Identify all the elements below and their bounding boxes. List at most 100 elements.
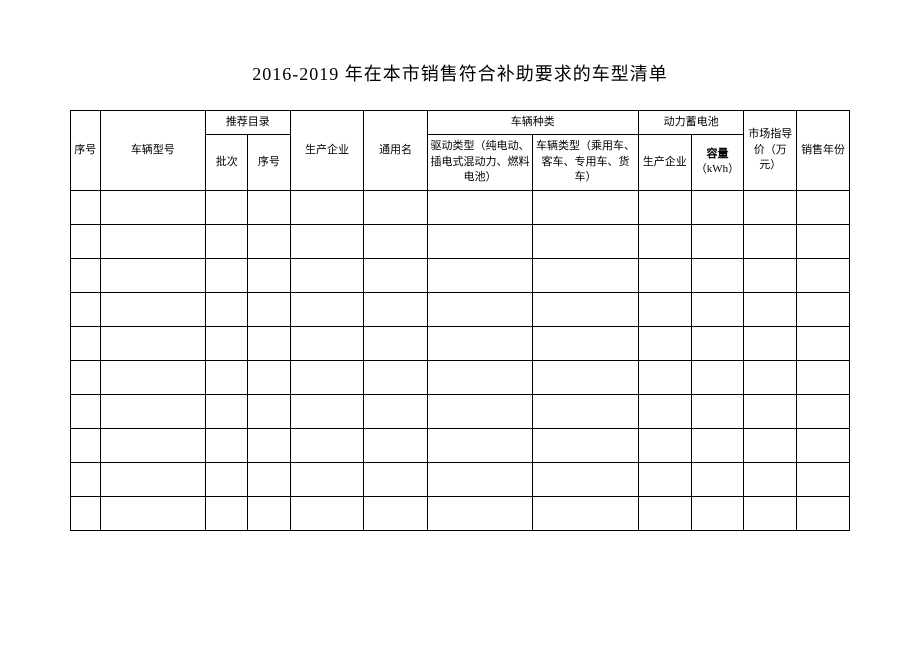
table-cell — [71, 394, 101, 428]
table-cell — [533, 496, 639, 530]
table-cell — [691, 496, 744, 530]
header-vehicle-kind-group: 车辆种类 — [427, 111, 638, 135]
table-cell — [744, 428, 797, 462]
table-cell — [533, 326, 639, 360]
header-model: 车辆型号 — [100, 111, 206, 191]
table-cell — [533, 462, 639, 496]
header-order: 序号 — [248, 135, 290, 190]
table-cell — [797, 190, 850, 224]
table-cell — [797, 428, 850, 462]
header-capacity-unit: （kWh） — [696, 163, 739, 175]
table-cell — [290, 360, 364, 394]
table-cell — [248, 224, 290, 258]
table-cell — [100, 462, 206, 496]
table-cell — [533, 258, 639, 292]
table-cell — [290, 462, 364, 496]
table-cell — [638, 224, 691, 258]
table-cell — [206, 360, 248, 394]
table-cell — [248, 360, 290, 394]
table-cell — [638, 360, 691, 394]
table-cell — [206, 190, 248, 224]
table-cell — [100, 258, 206, 292]
table-cell — [744, 292, 797, 326]
table-cell — [100, 428, 206, 462]
header-drive-type: 驱动类型（纯电动、插电式混动力、燃料电池） — [427, 135, 533, 190]
table-cell — [290, 224, 364, 258]
table-cell — [744, 190, 797, 224]
table-cell — [638, 326, 691, 360]
table-row — [71, 292, 850, 326]
table-cell — [427, 462, 533, 496]
table-cell — [744, 224, 797, 258]
table-cell — [364, 190, 427, 224]
table-cell — [248, 496, 290, 530]
table-cell — [797, 462, 850, 496]
table-cell — [691, 258, 744, 292]
table-cell — [248, 394, 290, 428]
table-cell — [691, 360, 744, 394]
table-cell — [691, 326, 744, 360]
table-cell — [533, 428, 639, 462]
table-cell — [533, 292, 639, 326]
table-cell — [427, 292, 533, 326]
table-row — [71, 326, 850, 360]
table-cell — [533, 190, 639, 224]
table-cell — [290, 428, 364, 462]
table-row — [71, 428, 850, 462]
table-row — [71, 258, 850, 292]
table-cell — [248, 190, 290, 224]
table-cell — [691, 224, 744, 258]
table-cell — [364, 292, 427, 326]
table-cell — [691, 292, 744, 326]
header-vehicle-type: 车辆类型（乘用车、客车、专用车、货车） — [533, 135, 639, 190]
table-cell — [248, 258, 290, 292]
header-capacity-label: 容量 — [706, 148, 728, 160]
table-cell — [691, 190, 744, 224]
table-cell — [71, 292, 101, 326]
table-cell — [427, 258, 533, 292]
table-cell — [797, 224, 850, 258]
table-cell — [206, 292, 248, 326]
table-cell — [71, 496, 101, 530]
table-cell — [206, 224, 248, 258]
header-seq: 序号 — [71, 111, 101, 191]
table-cell — [797, 394, 850, 428]
table-cell — [206, 428, 248, 462]
table-cell — [427, 428, 533, 462]
table-cell — [100, 496, 206, 530]
table-cell — [248, 428, 290, 462]
header-sales-year: 销售年份 — [797, 111, 850, 191]
table-cell — [290, 258, 364, 292]
header-batch: 批次 — [206, 135, 248, 190]
table-cell — [206, 496, 248, 530]
table-row — [71, 360, 850, 394]
table-cell — [364, 496, 427, 530]
table-cell — [290, 394, 364, 428]
table-cell — [533, 224, 639, 258]
table-cell — [206, 394, 248, 428]
table-cell — [364, 428, 427, 462]
table-cell — [248, 326, 290, 360]
header-msrp: 市场指导价（万元） — [744, 111, 797, 191]
table-cell — [71, 462, 101, 496]
table-cell — [71, 224, 101, 258]
table-row — [71, 190, 850, 224]
table-cell — [744, 326, 797, 360]
header-mfr: 生产企业 — [290, 111, 364, 191]
table-cell — [797, 496, 850, 530]
table-row — [71, 394, 850, 428]
table-cell — [797, 258, 850, 292]
table-cell — [427, 360, 533, 394]
table-cell — [744, 496, 797, 530]
table-cell — [100, 292, 206, 326]
table-row — [71, 224, 850, 258]
table-cell — [691, 394, 744, 428]
table-cell — [638, 428, 691, 462]
table-cell — [364, 462, 427, 496]
table-cell — [533, 394, 639, 428]
page-title: 2016-2019 年在本市销售符合补助要求的车型清单 — [70, 60, 850, 86]
table-cell — [71, 190, 101, 224]
table-cell — [638, 258, 691, 292]
header-battery-group: 动力蓄电池 — [638, 111, 744, 135]
table-cell — [638, 462, 691, 496]
